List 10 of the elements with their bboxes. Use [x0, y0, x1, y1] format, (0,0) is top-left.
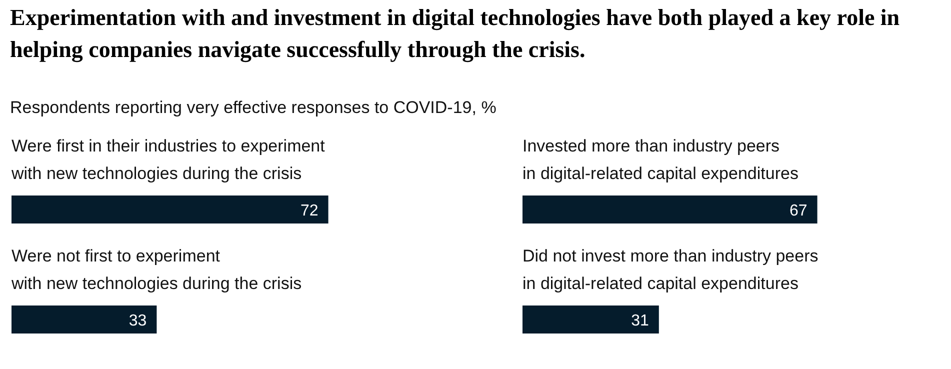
- y-tick-label: Were first in their industries to experiment with new technologies during the crisis: [10, 136, 326, 184]
- text: Experimentation with and investment in digital technologies have both played a key role in helping companies navigate successfully through the crisis.: [10, 4, 901, 64]
- y-tick-label: Did not invest more than industry peers in digital-related capital expenditures: [522, 246, 818, 294]
- data-label: 33: [128, 312, 147, 330]
- y-tick-label: Invested more than industry peers in digital-related capital expenditures: [522, 136, 798, 184]
- y-tick-label: Were not first to experiment with new technologies during the crisis: [10, 246, 302, 294]
- data-label: 31: [631, 312, 649, 330]
- chart-subtitle: Respondents reporting very effective responses to COVID-19, %: [10, 97, 496, 119]
- data-label: 67: [790, 202, 808, 220]
- data-label: 72: [300, 202, 318, 220]
